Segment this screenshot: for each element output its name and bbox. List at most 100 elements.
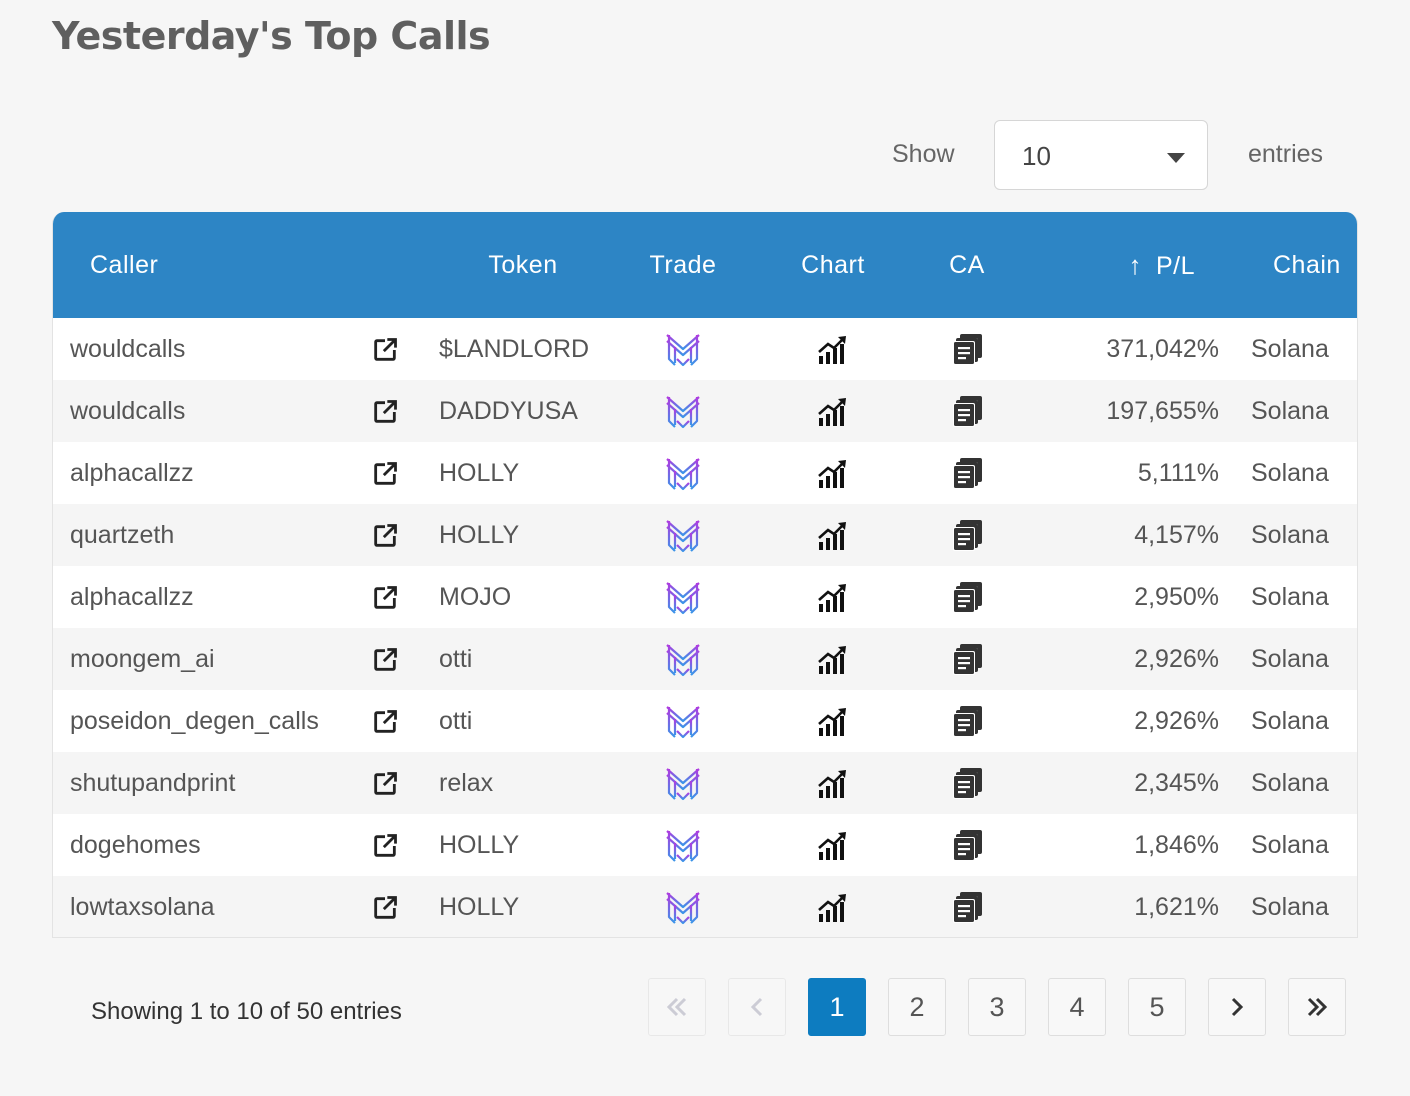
trade-logo-icon[interactable] bbox=[663, 830, 703, 863]
trade-logo-icon[interactable] bbox=[663, 334, 703, 367]
page-button-4[interactable]: 4 bbox=[1048, 978, 1106, 1036]
trade-logo-icon[interactable] bbox=[663, 582, 703, 615]
token-cell: HOLLY bbox=[439, 892, 520, 921]
chain-cell: Solana bbox=[1251, 892, 1329, 921]
caller-link-cell bbox=[345, 752, 425, 814]
copy-icon[interactable] bbox=[950, 768, 984, 799]
chart-cell bbox=[745, 566, 921, 628]
trade-logo-icon[interactable] bbox=[663, 458, 703, 491]
caller-link-cell bbox=[345, 318, 425, 380]
trade-cell bbox=[621, 690, 745, 752]
previous-page-button[interactable] bbox=[728, 978, 786, 1036]
column-header-caller[interactable]: Caller bbox=[90, 250, 159, 279]
trade-logo-icon[interactable] bbox=[663, 644, 703, 677]
external-link-icon[interactable] bbox=[371, 830, 399, 858]
chart-icon[interactable] bbox=[816, 644, 850, 674]
column-header-chain[interactable]: Chain bbox=[1273, 250, 1341, 279]
trade-logo-icon[interactable] bbox=[663, 520, 703, 553]
copy-icon[interactable] bbox=[950, 396, 984, 427]
column-header-pl[interactable]: ↑ P/L bbox=[1128, 249, 1195, 280]
caller-cell: wouldcalls bbox=[70, 396, 186, 425]
copy-icon[interactable] bbox=[950, 458, 984, 489]
caller-link-cell bbox=[345, 876, 425, 937]
external-link-icon[interactable] bbox=[371, 582, 399, 610]
external-link-icon[interactable] bbox=[371, 334, 399, 362]
trade-logo-icon[interactable] bbox=[663, 892, 703, 925]
trade-cell bbox=[621, 318, 745, 380]
chart-cell bbox=[745, 876, 921, 937]
chart-icon[interactable] bbox=[816, 520, 850, 550]
pl-cell: 2,926% bbox=[1134, 706, 1219, 735]
caller-link-cell bbox=[345, 442, 425, 504]
chart-icon[interactable] bbox=[816, 334, 850, 364]
page-button-1[interactable]: 1 bbox=[808, 978, 866, 1036]
page-button-3[interactable]: 3 bbox=[968, 978, 1026, 1036]
external-link-icon[interactable] bbox=[371, 892, 399, 920]
external-link-icon[interactable] bbox=[371, 644, 399, 672]
caller-cell: dogehomes bbox=[70, 830, 201, 859]
page-button-2[interactable]: 2 bbox=[888, 978, 946, 1036]
external-link-icon[interactable] bbox=[371, 396, 399, 424]
chart-icon[interactable] bbox=[816, 582, 850, 612]
chart-icon[interactable] bbox=[816, 458, 850, 488]
column-header-trade[interactable]: Trade bbox=[649, 250, 717, 279]
pl-cell: 1,846% bbox=[1134, 830, 1219, 859]
pl-cell: 5,111% bbox=[1137, 458, 1219, 487]
ca-cell bbox=[921, 628, 1013, 690]
chain-cell: Solana bbox=[1251, 830, 1329, 859]
chart-icon[interactable] bbox=[816, 892, 850, 922]
token-cell: relax bbox=[439, 768, 494, 797]
caller-link-cell bbox=[345, 566, 425, 628]
ca-cell bbox=[921, 442, 1013, 504]
external-link-icon[interactable] bbox=[371, 768, 399, 796]
token-cell: otti bbox=[439, 644, 473, 673]
trade-logo-icon[interactable] bbox=[663, 396, 703, 429]
caller-cell: poseidon_degen_calls bbox=[70, 706, 319, 735]
table-row: alphacallzz HOLLY 5,111% Solana bbox=[53, 442, 1357, 504]
external-link-icon[interactable] bbox=[371, 520, 399, 548]
chart-icon[interactable] bbox=[816, 706, 850, 736]
chart-cell bbox=[745, 380, 921, 442]
first-page-button[interactable] bbox=[648, 978, 706, 1036]
chart-icon[interactable] bbox=[816, 830, 850, 860]
external-link-icon[interactable] bbox=[371, 458, 399, 486]
table-row: moongem_ai otti 2,926% Solana bbox=[53, 628, 1357, 690]
caller-link-cell bbox=[345, 814, 425, 876]
chart-cell bbox=[745, 442, 921, 504]
copy-icon[interactable] bbox=[950, 644, 984, 675]
column-header-link bbox=[345, 212, 425, 318]
chain-cell: Solana bbox=[1251, 644, 1329, 673]
trade-logo-icon[interactable] bbox=[663, 706, 703, 739]
table-info: Showing 1 to 10 of 50 entries bbox=[91, 998, 402, 1025]
copy-icon[interactable] bbox=[950, 830, 984, 861]
chart-icon[interactable] bbox=[816, 768, 850, 798]
caller-cell: alphacallzz bbox=[70, 582, 194, 611]
token-cell: MOJO bbox=[439, 582, 512, 611]
copy-icon[interactable] bbox=[950, 334, 984, 365]
copy-icon[interactable] bbox=[950, 520, 984, 551]
table-row: lowtaxsolana HOLLY 1,621% Solana bbox=[53, 876, 1357, 937]
copy-icon[interactable] bbox=[950, 892, 984, 923]
table-row: wouldcalls DADDYUSA 197,655% Solana bbox=[53, 380, 1357, 442]
last-page-button[interactable] bbox=[1288, 978, 1346, 1036]
table-row: shutupandprint relax 2,345% Solana bbox=[53, 752, 1357, 814]
ca-cell bbox=[921, 876, 1013, 937]
column-header-token[interactable]: Token bbox=[488, 250, 558, 279]
chart-icon[interactable] bbox=[816, 396, 850, 426]
trade-cell bbox=[621, 876, 745, 937]
page-button-5[interactable]: 5 bbox=[1128, 978, 1186, 1036]
column-header-chart[interactable]: Chart bbox=[801, 250, 865, 279]
trade-logo-icon[interactable] bbox=[663, 768, 703, 801]
next-page-button[interactable] bbox=[1208, 978, 1266, 1036]
chain-cell: Solana bbox=[1251, 334, 1329, 363]
ca-cell bbox=[921, 814, 1013, 876]
column-header-ca[interactable]: CA bbox=[949, 250, 985, 279]
copy-icon[interactable] bbox=[950, 706, 984, 737]
external-link-icon[interactable] bbox=[371, 706, 399, 734]
trade-cell bbox=[621, 442, 745, 504]
chevron-right-icon bbox=[1231, 997, 1244, 1016]
copy-icon[interactable] bbox=[950, 582, 984, 613]
caller-link-cell bbox=[345, 628, 425, 690]
entries-per-page-select[interactable]: 10 bbox=[994, 120, 1208, 190]
chart-cell bbox=[745, 814, 921, 876]
